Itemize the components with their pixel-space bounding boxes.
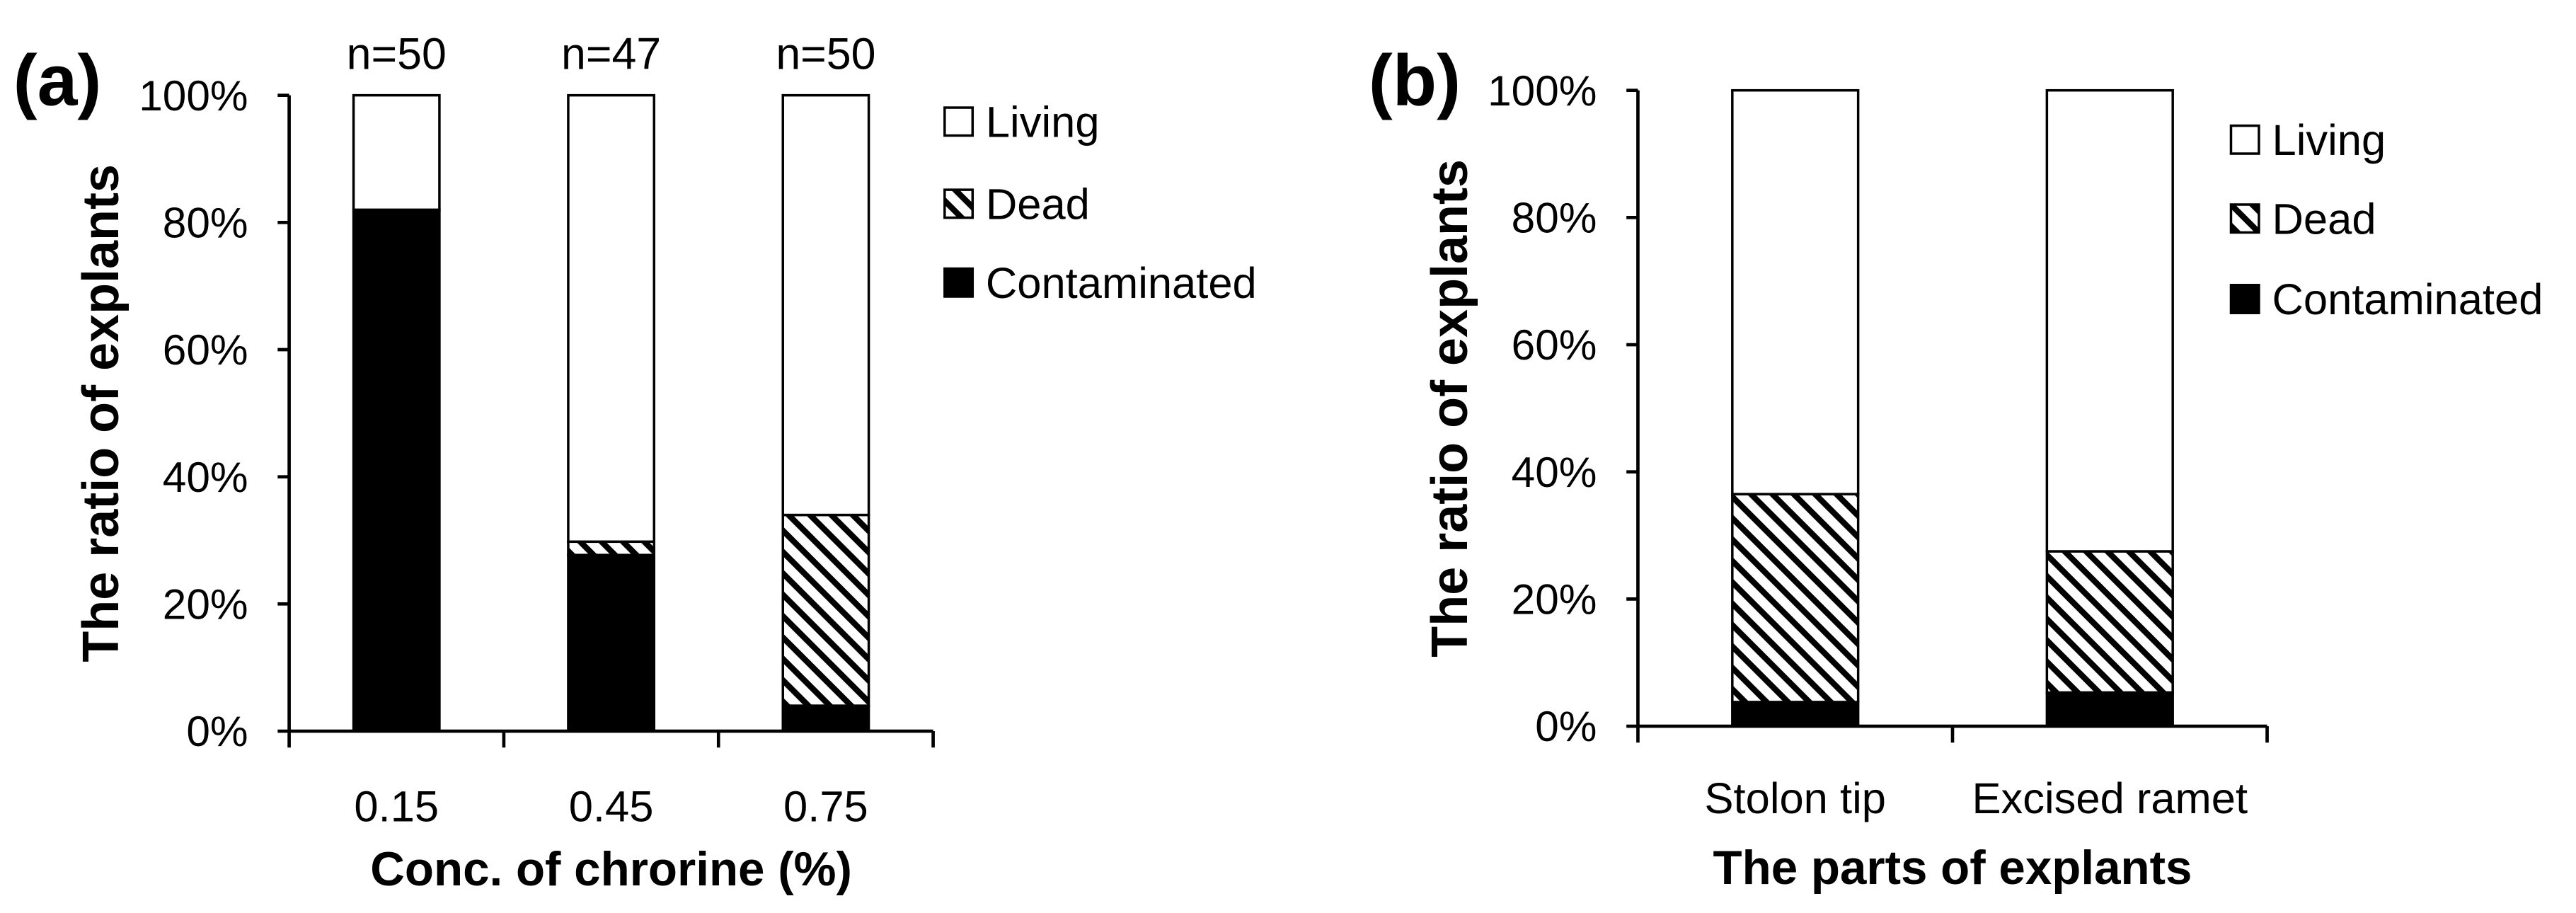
- panel-label-b: (b): [1369, 40, 1461, 121]
- legend-swatch-b-dead: [2229, 203, 2260, 234]
- x-tick-label-a-2: 0.75: [783, 783, 868, 832]
- bar-b-0-contaminated: [1731, 701, 1860, 728]
- x-axis-title-b: The parts of explants: [1713, 842, 2192, 895]
- bar-a-1-dead: [567, 540, 655, 556]
- bar-a-2-contaminated: [781, 704, 870, 733]
- y-tick-label-a-3: 60%: [163, 326, 248, 374]
- legend-a: Living Dead Contaminated: [943, 98, 1257, 308]
- x-axis-title-a: Conc. of chrorine (%): [370, 843, 852, 896]
- bar-b-1-contaminated: [2045, 691, 2174, 728]
- legend-label-a-contaminated: Contaminated: [986, 259, 1257, 308]
- bar-a-2-dead: [781, 513, 870, 707]
- y-axis-title-b: The ratio of explants: [1422, 159, 1478, 658]
- x-tick-label-a-0: 0.15: [354, 783, 439, 832]
- bar-a-2-living: [781, 93, 870, 517]
- y-tick-label-a-0: 0%: [186, 707, 248, 755]
- legend-label-a-dead: Dead: [986, 180, 1090, 229]
- x-tick-label-b-1: Excised ramet: [1972, 774, 2248, 823]
- legend-swatch-b-contaminated: [2229, 284, 2260, 314]
- bar-a-0-living: [352, 93, 441, 212]
- legend-swatch-a-dead: [943, 188, 974, 219]
- y-tick-label-b-2: 40%: [1512, 448, 1597, 496]
- x-tick-label-a-1: 0.45: [569, 783, 654, 832]
- legend-label-b-dead: Dead: [2272, 195, 2376, 243]
- x-tick-label-b-0: Stolon tip: [1705, 774, 1886, 823]
- y-tick-label-b-4: 80%: [1512, 193, 1597, 241]
- legend-swatch-b-living: [2229, 124, 2260, 155]
- panel-a: (a) The ratio of explants 0% 20% 40% 60% 80% 10…: [13, 29, 1257, 896]
- y-tick-label-a-5: 100%: [139, 71, 248, 120]
- sample-size-label-a-0: n=50: [347, 29, 447, 79]
- panel-label-a: (a): [13, 40, 102, 121]
- y-tick-label-a-4: 80%: [163, 198, 248, 246]
- bar-b-0-dead: [1731, 493, 1860, 704]
- bars-b: [1731, 88, 2174, 728]
- bar-b-0-living: [1731, 88, 1860, 495]
- legend-label-b-contaminated: Contaminated: [2272, 275, 2543, 324]
- y-tick-label-a-1: 20%: [163, 580, 248, 628]
- y-tick-label-b-5: 100%: [1488, 67, 1597, 115]
- y-tick-label-b-3: 60%: [1512, 321, 1597, 369]
- bar-a-1-living: [567, 93, 655, 544]
- y-tick-label-b-1: 20%: [1512, 575, 1597, 624]
- bar-a-0-contaminated: [352, 208, 441, 733]
- legend-swatch-a-contaminated: [943, 267, 974, 298]
- y-tick-label-b-0: 0%: [1535, 702, 1597, 750]
- panel-b: (b) The ratio of explants 0% 20% 40% 60% 80% 10…: [1369, 40, 2543, 895]
- bar-a-1-contaminated: [567, 553, 655, 733]
- legend-swatch-a-living: [943, 106, 974, 137]
- bars-a: [352, 93, 870, 733]
- sample-size-label-a-2: n=50: [776, 29, 875, 79]
- bar-b-1-living: [2045, 88, 2174, 553]
- bar-b-1-dead: [2045, 550, 2174, 694]
- legend-label-b-living: Living: [2272, 116, 2386, 165]
- legend-b: Living Dead Contaminated: [2229, 116, 2543, 324]
- legend-label-a-living: Living: [986, 98, 1100, 147]
- y-axis-title-a: The ratio of explants: [73, 164, 130, 662]
- y-tick-label-a-2: 40%: [163, 453, 248, 501]
- sample-size-label-a-1: n=47: [561, 29, 661, 79]
